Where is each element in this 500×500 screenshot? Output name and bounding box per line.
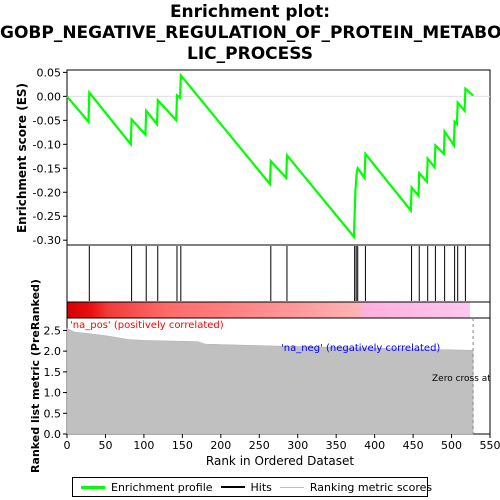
metric-ytick-label: 0.5 — [44, 407, 62, 420]
enrichment-profile-line — [66, 72, 474, 240]
rank-color-bar — [67, 302, 470, 318]
legend-ranking-swatch — [279, 486, 304, 488]
metric-ytick-label: 2.5 — [44, 324, 62, 337]
title-line-1: Enrichment plot: — [169, 2, 331, 22]
ranked-metric-area — [66, 328, 474, 435]
hits-panel — [66, 244, 491, 303]
es-ytick-label: 0.00 — [37, 90, 62, 103]
metric-xtick-label: 150 — [172, 439, 193, 452]
legend-hits-swatch — [220, 486, 245, 488]
pos-label: 'na_pos' (positively correlated) — [70, 320, 224, 331]
es-line-group — [66, 72, 490, 240]
es-y-ticks: 0.05 0.00 -0.05 -0.10 -0.15 -0.20 -0.25 -0.30 — [33, 66, 67, 247]
legend-profile-swatch — [81, 485, 105, 489]
neg-label: 'na_neg' (negatively correlated) — [281, 343, 440, 354]
title-line-3: LIC_PROCESS — [187, 44, 313, 64]
x-axis-title: Rank in Ordered Dataset — [206, 454, 354, 468]
metric-xtick-label: 100 — [133, 439, 154, 452]
es-ytick-label: 0.05 — [37, 66, 62, 79]
metric-xtick-label: 250 — [249, 439, 270, 452]
metric-ytick-label: 0.0 — [44, 428, 62, 441]
metric-ytick-label: 1.0 — [44, 387, 62, 400]
zero-cross-label: Zero cross at 528 — [432, 374, 500, 384]
legend-item-profile: Enrichment profile — [81, 481, 213, 494]
es-ytick-label: -0.30 — [33, 234, 61, 247]
legend-profile-label: Enrichment profile — [111, 480, 213, 494]
chart-title: Enrichment plot: GOBP_NEGATIVE_REGULATIO… — [0, 2, 500, 65]
es-axis-title: Enrichment score (ES) — [15, 83, 29, 233]
legend: Enrichment profile Hits Ranking metric s… — [72, 477, 432, 497]
metric-xtick-label: 200 — [210, 439, 231, 452]
metric-xtick-label: 300 — [287, 439, 308, 452]
metric-xtick-label: 350 — [326, 439, 347, 452]
metric-ytick-label: 1.5 — [44, 366, 62, 379]
metric-xtick-label: 450 — [403, 439, 424, 452]
metric-xtick-label: 550 — [480, 439, 500, 452]
metric-xtick-label: 0 — [64, 439, 71, 452]
es-ytick-label: -0.25 — [33, 210, 61, 223]
metric-area-group — [66, 318, 474, 435]
legend-ranking-label: Ranking metric scores — [309, 480, 433, 494]
es-ytick-label: -0.15 — [33, 162, 61, 175]
metric-xtick-label: 500 — [441, 439, 462, 452]
legend-hits-label: Hits — [250, 480, 272, 494]
legend-item-hits: Hits — [220, 480, 272, 494]
metric-ytick-label: 2.0 — [44, 345, 62, 358]
title-line-2: GOBP_NEGATIVE_REGULATION_OF_PROTEIN_META… — [0, 23, 500, 43]
es-ytick-label: -0.10 — [33, 138, 61, 151]
hit-lines — [88, 246, 466, 301]
es-ytick-label: -0.20 — [33, 186, 61, 199]
es-panel — [66, 69, 491, 246]
metric-xtick-label: 400 — [364, 439, 385, 452]
metric-xtick-label: 50 — [98, 439, 112, 452]
metric-axis-title: Ranked list metric (PreRanked) — [29, 279, 42, 473]
legend-item-ranking: Ranking metric scores — [279, 480, 433, 494]
zero-cross-mask — [490, 372, 500, 386]
metric-ticks: 0.0 0.5 1.0 1.5 2.0 2.5 0 50 100 150 200 250 300 350 4… — [44, 324, 500, 452]
es-ytick-label: -0.05 — [33, 114, 61, 127]
